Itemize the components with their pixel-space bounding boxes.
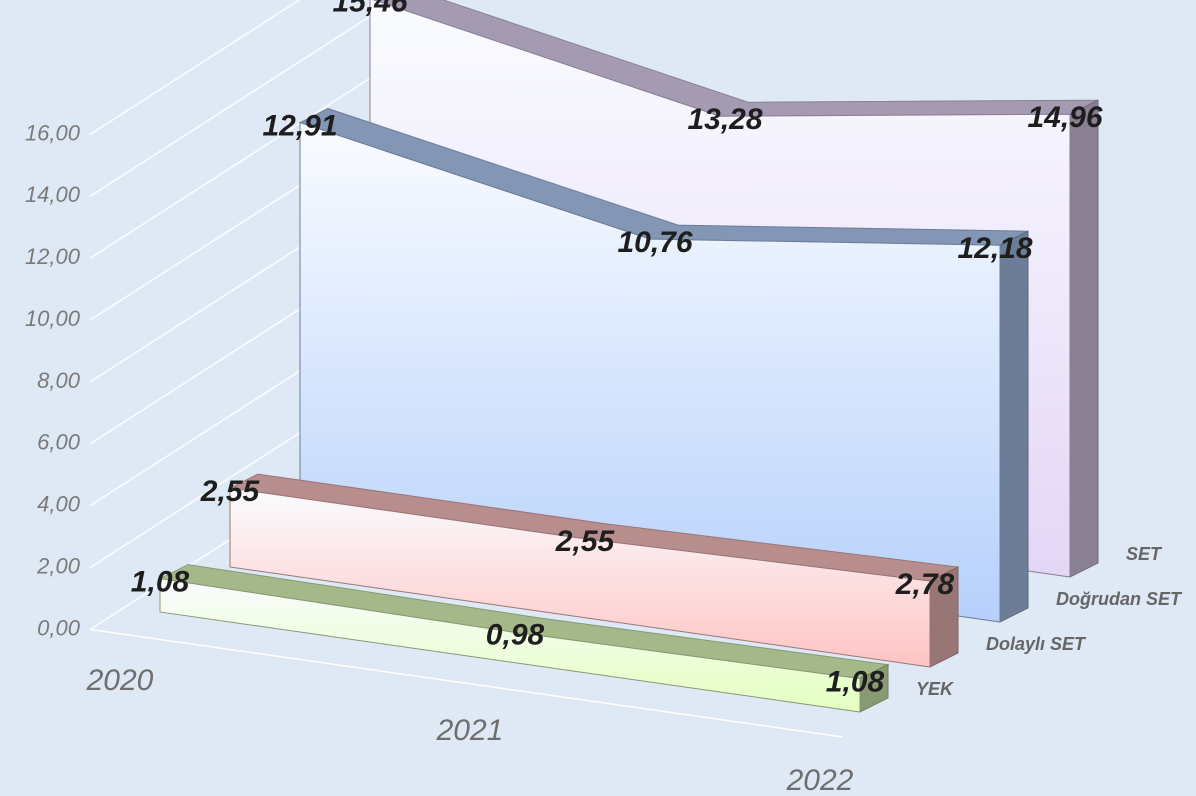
data-label: 2,55 — [200, 475, 261, 508]
data-label: 2,55 — [555, 525, 616, 558]
data-label: 2,78 — [895, 568, 955, 601]
y-tick-label: 10,00 — [25, 306, 81, 331]
y-tick-label: 2,00 — [36, 553, 81, 578]
y-tick-label: 6,00 — [37, 430, 81, 455]
x-tick-label: 2020 — [86, 664, 154, 697]
y-tick-label: 4,00 — [37, 492, 81, 517]
area — [229, 487, 931, 668]
y-tick-label: 0,00 — [37, 615, 81, 640]
legend-label: YEK — [916, 679, 955, 699]
grid-line — [89, 11, 378, 198]
y-tick-label: 14,00 — [25, 182, 81, 207]
area-side — [999, 230, 1029, 623]
legend-label: Doğrudan SET — [1056, 589, 1183, 609]
x-tick-label: 2021 — [436, 714, 504, 747]
data-label: 15,46 — [332, 0, 407, 19]
y-tick-label: 16,00 — [25, 120, 81, 145]
data-label: 12,18 — [957, 232, 1032, 265]
data-label: 12,91 — [262, 110, 337, 143]
grid-line — [89, 0, 301, 136]
legend-label: SET — [1126, 544, 1163, 564]
floor-line — [89, 628, 843, 738]
legend-label: Dolaylı SET — [986, 634, 1087, 654]
grid-line — [89, 73, 378, 259]
data-label: 13,28 — [687, 103, 762, 136]
data-label: 0,98 — [486, 619, 545, 652]
area — [159, 578, 861, 713]
data-label: 10,76 — [617, 226, 692, 259]
data-label: 1,08 — [131, 566, 190, 599]
data-label: 14,96 — [1027, 101, 1102, 134]
x-tick-label: 2022 — [786, 764, 854, 796]
y-tick-label: 8,00 — [37, 368, 81, 393]
data-label: 1,08 — [826, 666, 885, 699]
y-tick-label: 12,00 — [25, 244, 81, 269]
area-side — [1069, 99, 1099, 578]
